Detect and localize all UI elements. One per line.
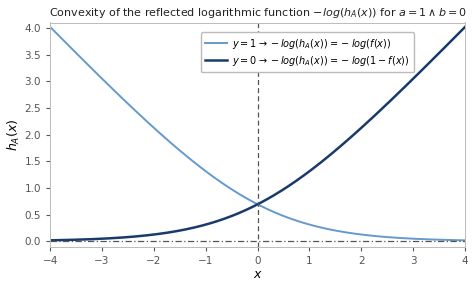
$y=0 \rightarrow -log(h_A(x)) = -log(1-f(x))$ xyxy=(462,25,468,29)
$y=1 \rightarrow -log(h_A(x)) = -log(f(x))$ xyxy=(68,46,74,50)
$y=0 \rightarrow -log(h_A(x)) = -log(1-f(x))$ xyxy=(249,205,255,209)
$y=1 \rightarrow -log(h_A(x)) = -log(f(x))$ xyxy=(450,238,456,242)
X-axis label: $x$: $x$ xyxy=(253,268,263,282)
$y=0 \rightarrow -log(h_A(x)) = -log(1-f(x))$ xyxy=(450,38,456,41)
Line: $y=1 \rightarrow -log(h_A(x)) = -log(f(x))$: $y=1 \rightarrow -log(h_A(x)) = -log(f(x… xyxy=(50,27,465,240)
$y=1 \rightarrow -log(h_A(x)) = -log(f(x))$ xyxy=(450,238,456,242)
$y=1 \rightarrow -log(h_A(x)) = -log(f(x))$ xyxy=(238,193,244,197)
$y=1 \rightarrow -log(h_A(x)) = -log(f(x))$ xyxy=(249,199,255,203)
$y=0 \rightarrow -log(h_A(x)) = -log(1-f(x))$ xyxy=(68,238,74,242)
$y=1 \rightarrow -log(h_A(x)) = -log(f(x))$ xyxy=(47,25,53,29)
$y=0 \rightarrow -log(h_A(x)) = -log(1-f(x))$ xyxy=(450,37,456,41)
$y=0 \rightarrow -log(h_A(x)) = -log(1-f(x))$ xyxy=(238,210,244,214)
Y-axis label: $h_A(x)$: $h_A(x)$ xyxy=(6,119,22,151)
Legend: $y=1 \rightarrow -log(h_A(x)) = -log(f(x))$, $y=0 \rightarrow -log(h_A(x)) = -lo: $y=1 \rightarrow -log(h_A(x)) = -log(f(x… xyxy=(201,32,414,73)
$y=1 \rightarrow -log(h_A(x)) = -log(f(x))$ xyxy=(374,234,380,238)
$y=0 \rightarrow -log(h_A(x)) = -log(1-f(x))$ xyxy=(47,238,53,242)
$y=0 \rightarrow -log(h_A(x)) = -log(1-f(x))$ xyxy=(374,112,380,115)
Title: Convexity of the reflected logarithmic function $-log(h_A(x))$ for $a=1\wedge b=: Convexity of the reflected logarithmic f… xyxy=(48,5,467,20)
Line: $y=0 \rightarrow -log(h_A(x)) = -log(1-f(x))$: $y=0 \rightarrow -log(h_A(x)) = -log(1-f… xyxy=(50,27,465,240)
$y=1 \rightarrow -log(h_A(x)) = -log(f(x))$ xyxy=(462,238,468,242)
